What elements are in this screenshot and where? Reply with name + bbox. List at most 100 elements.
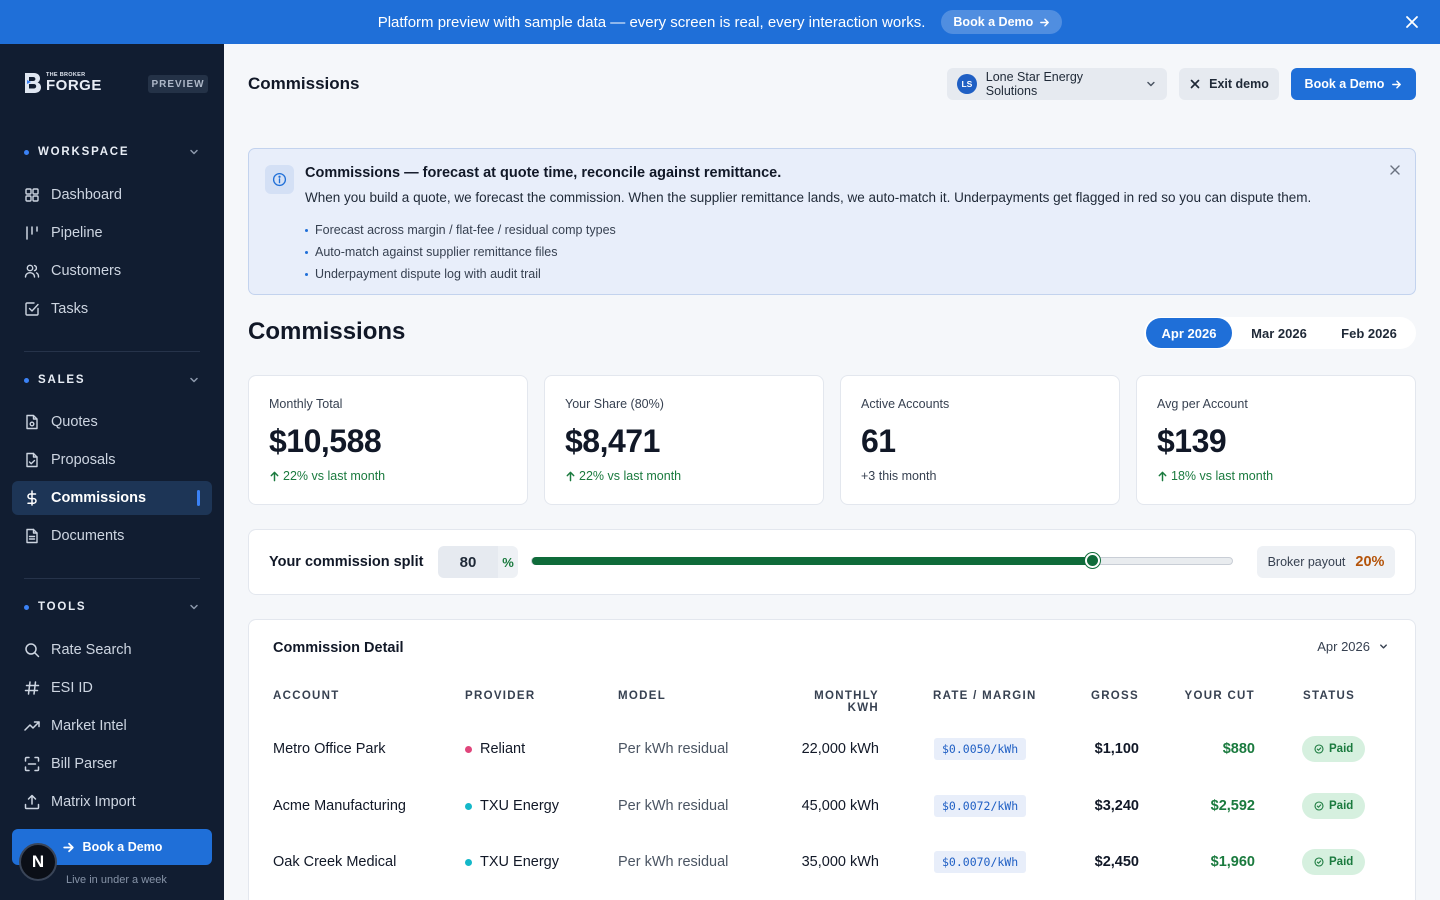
banner-text: Platform preview with sample data — ever… (377, 13, 926, 31)
trending-up-icon (24, 721, 40, 731)
column-header-status[interactable]: STATUS (1303, 690, 1356, 702)
table-title: Commission Detail (273, 640, 404, 656)
info-icon (265, 165, 294, 194)
sidebar-item-quotes[interactable]: Quotes (12, 405, 212, 439)
table-row[interactable]: Oak Creek Medical TXU Energy Per kWh res… (249, 834, 1417, 890)
kpi-delta-text: 22% vs last month (283, 469, 386, 483)
section-dot (24, 604, 29, 610)
sidebar-item-label: Pipeline (51, 225, 103, 241)
table-row[interactable]: Acme Manufacturing TXU Energy Per kWh re… (249, 778, 1417, 834)
sidebar-item-matrix-import[interactable]: Matrix Import (12, 785, 212, 819)
monthly-kwh: 45,000 kWh (801, 798, 879, 814)
arrow-right-icon (1392, 80, 1402, 88)
rate-cell: $0.0072/kWh (934, 778, 1027, 834)
commission-detail-table: Commission Detail Apr 2026 ACCOUNT PROVI… (248, 619, 1416, 900)
users-icon (24, 264, 40, 278)
split-slider-fill (532, 557, 1092, 565)
sidebar-item-label: ESI ID (51, 680, 93, 696)
column-header-account[interactable]: ACCOUNT (273, 690, 340, 702)
column-header-provider[interactable]: PROVIDER (465, 690, 536, 702)
split-slider[interactable] (531, 553, 1233, 568)
kpi-delta-text: 22% vs last month (579, 469, 682, 483)
section-tools-header[interactable]: TOOLS (24, 598, 200, 616)
check-circle-icon (1314, 857, 1324, 867)
company-avatar: LS (957, 74, 977, 94)
sidebar-item-label: Market Intel (51, 718, 127, 734)
banner-book-demo-button[interactable]: Book a Demo (941, 10, 1063, 34)
kpi-value: 61 (861, 423, 896, 459)
close-icon[interactable] (1389, 164, 1401, 176)
dashboard-icon (25, 188, 39, 202)
sidebar-item-commissions[interactable]: Commissions (12, 481, 212, 515)
sidebar-item-dashboard[interactable]: Dashboard (12, 178, 212, 212)
arrow-up-icon (270, 471, 279, 481)
kpi-card-your-share: Your Share (80%) $8,471 22% vs last mont… (544, 375, 824, 505)
provider-color-dot (465, 745, 472, 753)
sidebar-item-rate-search[interactable]: Rate Search (12, 633, 212, 667)
sidebar: THE BROKER FORGE PREVIEW WORKSPACE Dashb… (0, 44, 224, 900)
sidebar-item-documents[interactable]: Documents (12, 519, 212, 553)
sidebar-item-esi-id[interactable]: ESI ID (12, 671, 212, 705)
your-cut-amount: $2,592 (1210, 798, 1255, 814)
company-selector[interactable]: LS Lone Star Energy Solutions (947, 68, 1167, 100)
gross-amount: $3,240 (1094, 798, 1139, 814)
sidebar-item-label: Proposals (51, 452, 116, 468)
kpi-card-monthly-total: Monthly Total $10,588 22% vs last month (248, 375, 528, 505)
status-cell: Paid (1302, 834, 1366, 890)
section-sales-header[interactable]: SALES (24, 371, 200, 389)
forge-logo-icon (25, 73, 41, 93)
exit-demo-button[interactable]: Exit demo (1179, 68, 1279, 100)
column-header-gross[interactable]: GROSS (1090, 690, 1139, 702)
sidebar-item-pipeline[interactable]: Pipeline (12, 216, 212, 250)
main-content: Commissions LS Lone Star Energy Solution… (224, 44, 1440, 900)
sidebar-item-proposals[interactable]: Proposals (12, 443, 212, 477)
kpi-value: $8,471 (565, 423, 660, 459)
split-slider-handle[interactable] (1085, 553, 1100, 568)
table-row[interactable]: Metro Office Park Reliant Per kWh residu… (249, 721, 1417, 777)
monthly-kwh: 22,000 kWh (801, 741, 879, 757)
arrow-right-icon (62, 842, 74, 852)
column-header-model[interactable]: MODEL (618, 690, 667, 702)
section-title-sales: SALES (38, 374, 86, 386)
sidebar-item-customers[interactable]: Customers (12, 254, 212, 288)
info-bullet-list: Forecast across margin / flat-fee / resi… (305, 219, 616, 285)
arrow-up-icon (566, 471, 575, 481)
sidebar-item-bill-parser[interactable]: Bill Parser (12, 747, 212, 781)
brand-small-text: THE BROKER (46, 71, 86, 78)
scan-icon (24, 756, 40, 772)
chevron-down-icon (190, 604, 198, 610)
sidebar-item-label: Tasks (51, 301, 89, 317)
close-icon[interactable] (1402, 12, 1422, 32)
company-name: Lone Star Energy Solutions (985, 70, 1084, 98)
column-header-rate-margin[interactable]: RATE / MARGIN (933, 690, 1037, 702)
section-workspace-header[interactable]: WORKSPACE (24, 143, 200, 161)
user-avatar[interactable]: N (19, 843, 57, 881)
status-cell: Paid (1302, 778, 1366, 834)
sidebar-item-label: Quotes (51, 414, 98, 430)
header-book-demo-button[interactable]: Book a Demo (1291, 68, 1416, 100)
active-indicator (197, 490, 200, 506)
model-name: Per kWh residual (618, 741, 729, 757)
status-text: Paid (1329, 800, 1354, 812)
sidebar-item-tasks[interactable]: Tasks (12, 292, 212, 326)
split-percent-unit: % (498, 546, 518, 578)
chevron-down-icon (190, 377, 198, 383)
brand-logo[interactable]: THE BROKER FORGE (24, 72, 102, 94)
sidebar-divider (24, 578, 200, 579)
tab-mar-2026[interactable]: Mar 2026 (1251, 325, 1307, 341)
tab-feb-2026[interactable]: Feb 2026 (1341, 325, 1397, 341)
table-month-select[interactable]: Apr 2026 (1317, 639, 1389, 654)
account-name: Acme Manufacturing (273, 798, 406, 814)
column-header-your-cut[interactable]: YOUR CUT (1184, 690, 1255, 702)
split-label: Your commission split (269, 554, 424, 570)
sidebar-demo-subtext: Live in under a week (66, 874, 167, 886)
info-bullet: Auto-match against supplier remittance f… (305, 241, 616, 263)
tab-apr-2026[interactable]: Apr 2026 (1146, 318, 1232, 348)
sidebar-item-market-intel[interactable]: Market Intel (12, 709, 212, 743)
arrow-up-icon (1158, 471, 1167, 481)
kpi-card-active-accounts: Active Accounts 61 +3 this month (840, 375, 1120, 505)
quote-document-icon (26, 414, 38, 430)
upload-icon (24, 794, 40, 810)
column-header-monthly-kwh[interactable]: MONTHLY KWH (814, 690, 879, 714)
split-percent-input[interactable]: 80 (438, 546, 498, 578)
